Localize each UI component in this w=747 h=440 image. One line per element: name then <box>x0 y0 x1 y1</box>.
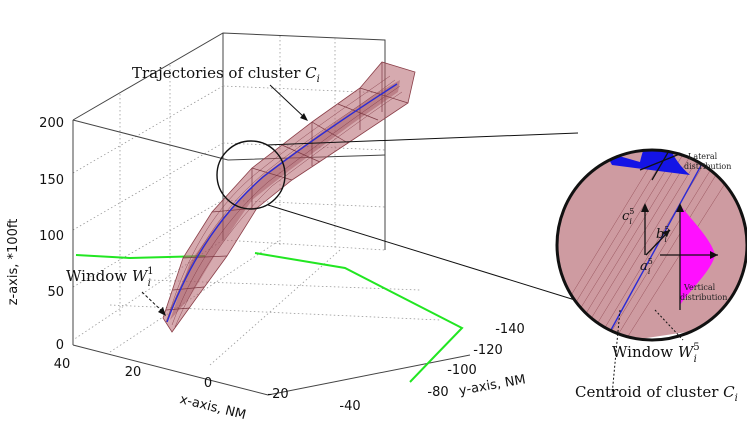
y-tick: -120 <box>473 343 503 358</box>
z-tick: 50 <box>47 285 64 300</box>
x-tick: 20 <box>125 365 142 380</box>
window-left-label: Window W1 i <box>66 266 154 289</box>
trajectories-label: Trajectories of cluster Ci <box>132 64 320 85</box>
x-ticks: 40 20 0 -20 -40 <box>54 357 361 414</box>
vertical-label-line1: Vertical <box>683 283 716 292</box>
x-tick: 40 <box>54 357 71 372</box>
a-dimension-label: a5 i <box>640 257 653 276</box>
y-tick: -140 <box>495 322 525 337</box>
z-ticks: 200 150 100 50 0 <box>39 116 64 353</box>
magnified-window-inset <box>555 148 747 342</box>
z-tick: 150 <box>39 173 64 188</box>
x-tick: -20 <box>267 387 288 402</box>
y-tick: -80 <box>427 385 448 400</box>
y-ticks: -140 -120 -100 -80 <box>427 322 524 400</box>
lateral-label-line2: distribution <box>684 162 731 171</box>
z-tick: 0 <box>56 338 64 353</box>
zoom-window-circle <box>216 140 286 210</box>
ground-projection-lines <box>75 252 464 383</box>
centroid-label: Centroid of cluster Ci <box>575 383 738 404</box>
trajectory-tube <box>162 61 416 333</box>
z-axis-label: z-axis, *100ft <box>6 219 21 306</box>
z-tick: 200 <box>39 116 64 131</box>
z-tick: 100 <box>39 229 64 244</box>
c-dimension-label: c5 i <box>622 207 634 226</box>
x-axis-label: x-axis, NM <box>178 392 247 423</box>
x-tick: -40 <box>339 399 360 414</box>
window-right-label: Window W5 i <box>612 342 700 365</box>
centroid-line <box>166 83 398 323</box>
lateral-label-line1: Lateral <box>688 152 718 161</box>
b-dimension-label: b5 i <box>656 225 669 244</box>
vertical-label-line2: distribution <box>680 293 727 302</box>
y-tick: -100 <box>447 363 477 378</box>
x-tick: 0 <box>204 376 212 391</box>
